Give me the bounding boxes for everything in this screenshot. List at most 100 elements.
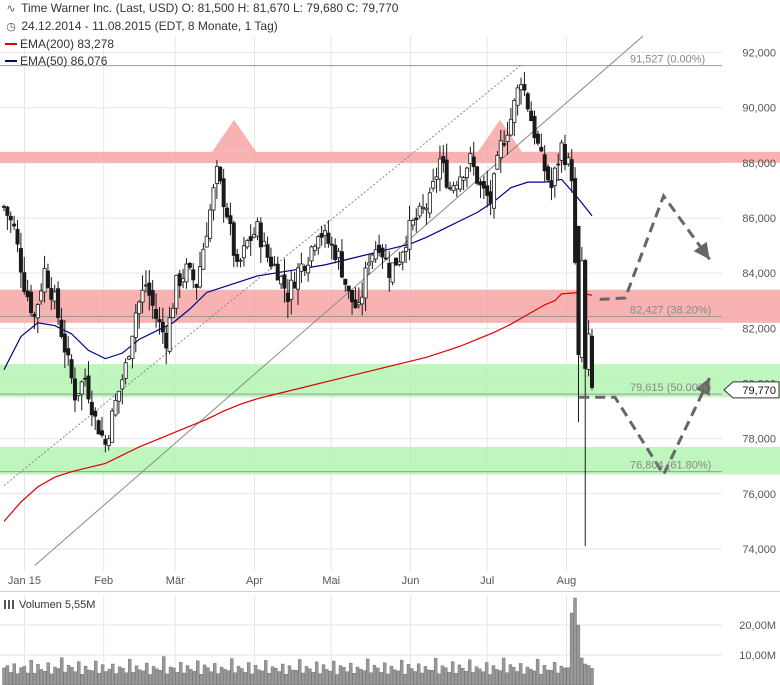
candle-body <box>552 167 557 187</box>
volume-bar <box>348 662 353 685</box>
volume-bar <box>168 666 173 685</box>
candle-body <box>312 245 317 251</box>
candle-body <box>137 301 142 315</box>
volume-bar <box>552 662 557 685</box>
candle-body <box>191 269 196 281</box>
candle-body <box>437 158 442 180</box>
volume-bar <box>148 674 152 685</box>
candle-body <box>377 244 382 253</box>
candle-body <box>393 257 398 266</box>
projection-path <box>579 377 711 478</box>
volume-bar <box>172 667 176 685</box>
title-row: ∿ Time Warner Inc. (Last, USD) O: 81,500… <box>0 0 560 18</box>
volume-bar <box>165 673 169 685</box>
volume-bar <box>267 673 271 685</box>
volume-bar <box>491 665 496 685</box>
candle-body <box>424 207 429 211</box>
volume-bar <box>369 672 373 685</box>
fib-label: 76,804 (61.80%) <box>630 460 711 472</box>
volume-bar <box>318 673 322 685</box>
legend-ema200[interactable]: EMA(200) 83,278 <box>0 36 560 53</box>
volume-bar <box>576 624 581 685</box>
candle-body <box>373 249 378 260</box>
volume-bar <box>590 668 594 685</box>
candle-body <box>76 393 81 396</box>
candle-body <box>448 187 453 190</box>
volume-bar <box>70 667 74 685</box>
volume-bar <box>403 674 407 685</box>
candle-body <box>39 290 44 302</box>
volume-bar <box>100 664 105 685</box>
volume-bar <box>49 673 54 685</box>
candle-body <box>559 142 564 161</box>
volume-bar <box>80 674 84 685</box>
volume-bar <box>566 667 570 685</box>
y-tick-label: 74,000 <box>742 544 776 556</box>
candle-body <box>383 257 388 260</box>
candle-body <box>83 377 88 380</box>
volume-bar <box>420 672 424 685</box>
volume-bar <box>563 667 567 685</box>
volume-bar <box>389 665 394 685</box>
volume-bar <box>495 669 499 685</box>
volume-bar <box>365 658 370 685</box>
candle-body <box>576 225 581 355</box>
candle-body <box>197 266 202 288</box>
volume-bar <box>484 662 489 685</box>
volume-bar <box>274 668 278 685</box>
y-tick-label: 84,000 <box>742 268 776 280</box>
candle-body <box>235 253 240 262</box>
candle-body <box>140 289 145 303</box>
ema200-swatch <box>5 42 17 45</box>
volume-bar <box>189 669 193 685</box>
volume-bar <box>2 667 6 685</box>
candle-body <box>170 307 175 319</box>
legend-ema50[interactable]: EMA(50) 86,076 <box>0 53 560 70</box>
volume-bar <box>529 668 533 685</box>
volume-bar <box>196 660 200 685</box>
candle-body <box>22 272 27 292</box>
candle-body <box>2 205 7 208</box>
candle-body <box>434 176 439 180</box>
y-tick-label: 76,000 <box>742 489 776 501</box>
resistance-zone <box>0 151 780 163</box>
volume-bar <box>87 669 91 685</box>
volume-bar <box>549 670 553 685</box>
x-tick-label: Aug <box>557 575 577 587</box>
volume-bar <box>223 668 227 685</box>
candle-body <box>130 335 135 359</box>
candle-body <box>265 244 270 258</box>
candle-body <box>546 166 551 181</box>
volume-bar <box>66 665 71 685</box>
candle-body <box>29 291 34 314</box>
candle-body <box>18 248 23 273</box>
volume-bar <box>158 670 163 685</box>
candle-body <box>262 240 267 247</box>
candle-body <box>275 263 280 281</box>
volume-bar <box>114 673 118 685</box>
volume-bar <box>291 669 295 685</box>
volume-bar <box>73 671 78 685</box>
candle-body <box>160 321 165 333</box>
volume-bar <box>134 665 139 685</box>
candle-body <box>12 223 17 227</box>
candle-body <box>339 251 344 278</box>
volume-bar <box>525 666 530 685</box>
solid-trendline <box>34 35 644 566</box>
candle-body <box>380 247 385 258</box>
candle-body <box>468 153 473 165</box>
volume-bar <box>522 673 526 685</box>
volume-bar <box>376 667 380 685</box>
candle-body <box>481 181 486 189</box>
candle-body <box>150 290 155 306</box>
chart-header: ∿ Time Warner Inc. (Last, USD) O: 81,500… <box>0 0 560 70</box>
volume-bar <box>182 672 186 685</box>
candle-body <box>258 222 263 248</box>
candle-body <box>512 100 517 123</box>
volume-bar <box>542 665 547 685</box>
candle-body <box>407 219 412 250</box>
candle-body <box>279 275 284 285</box>
candle-body <box>25 290 30 298</box>
volume-bar <box>471 672 475 685</box>
volume-bar <box>124 672 129 685</box>
